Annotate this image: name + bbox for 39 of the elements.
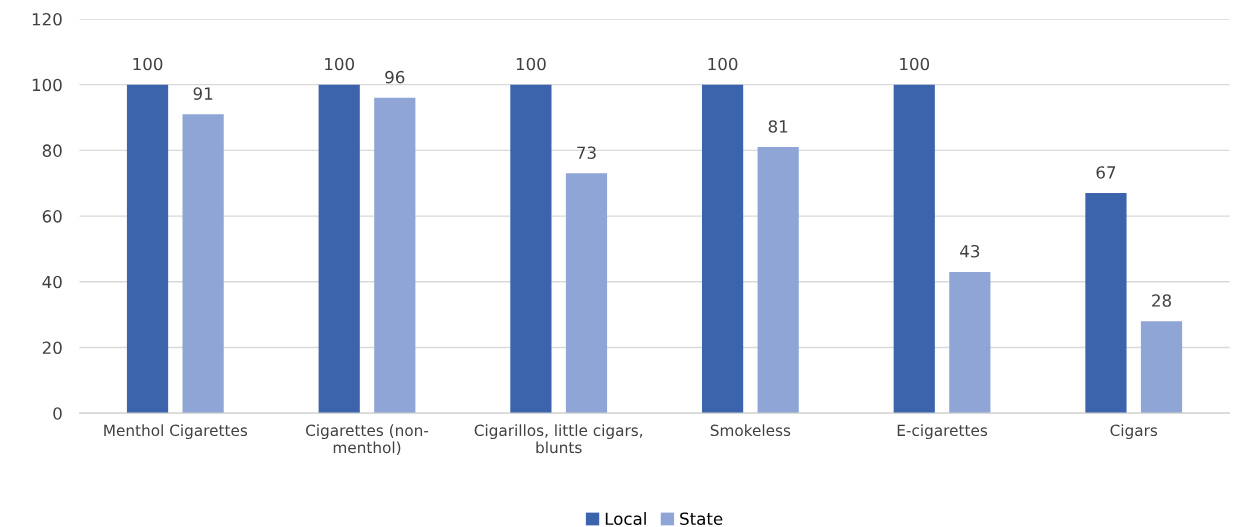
legend-label: State (680, 512, 723, 526)
data-label: 28 (1152, 294, 1171, 307)
bar (182, 114, 224, 414)
x-tick-label: Smokeless (710, 424, 791, 437)
bar (757, 147, 799, 414)
y-tick-label: 40 (42, 275, 62, 289)
bar (1140, 321, 1183, 414)
data-label: 96 (385, 70, 405, 84)
bar (374, 97, 416, 414)
data-label: 73 (577, 146, 596, 160)
x-tick-label: Cigarillos, little cigars, blunts (474, 424, 643, 454)
x-tick-label: E-cigarettes (897, 424, 988, 440)
data-label: 100 (325, 57, 355, 71)
y-tick-label: 0 (53, 407, 62, 420)
bar (126, 84, 169, 414)
x-tick-label: Cigarettes (non- menthol) (306, 424, 429, 456)
data-label: 100 (708, 57, 738, 71)
data-label: 67 (1096, 166, 1116, 179)
x-tick-label: Menthol Cigarettes (104, 424, 248, 440)
bar (318, 84, 360, 414)
y-tick-label: 20 (42, 341, 62, 355)
bar (510, 84, 552, 414)
y-tick-label: 120 (32, 12, 62, 26)
data-label: 81 (768, 120, 788, 133)
data-label: 100 (900, 57, 930, 71)
x-tick-label: Cigars (1110, 424, 1158, 440)
y-tick-label: 100 (32, 78, 62, 92)
bar (893, 84, 935, 414)
data-label: 43 (960, 244, 980, 258)
bar (1085, 193, 1127, 414)
data-label: 100 (516, 57, 546, 71)
data-label: 91 (193, 87, 213, 100)
y-tick-label: 60 (42, 210, 62, 223)
bar (565, 173, 608, 414)
bar (701, 84, 744, 414)
bar (949, 271, 991, 414)
y-tick-label: 80 (42, 144, 62, 157)
legend-label: Local (605, 512, 646, 526)
data-label: 100 (133, 57, 163, 71)
